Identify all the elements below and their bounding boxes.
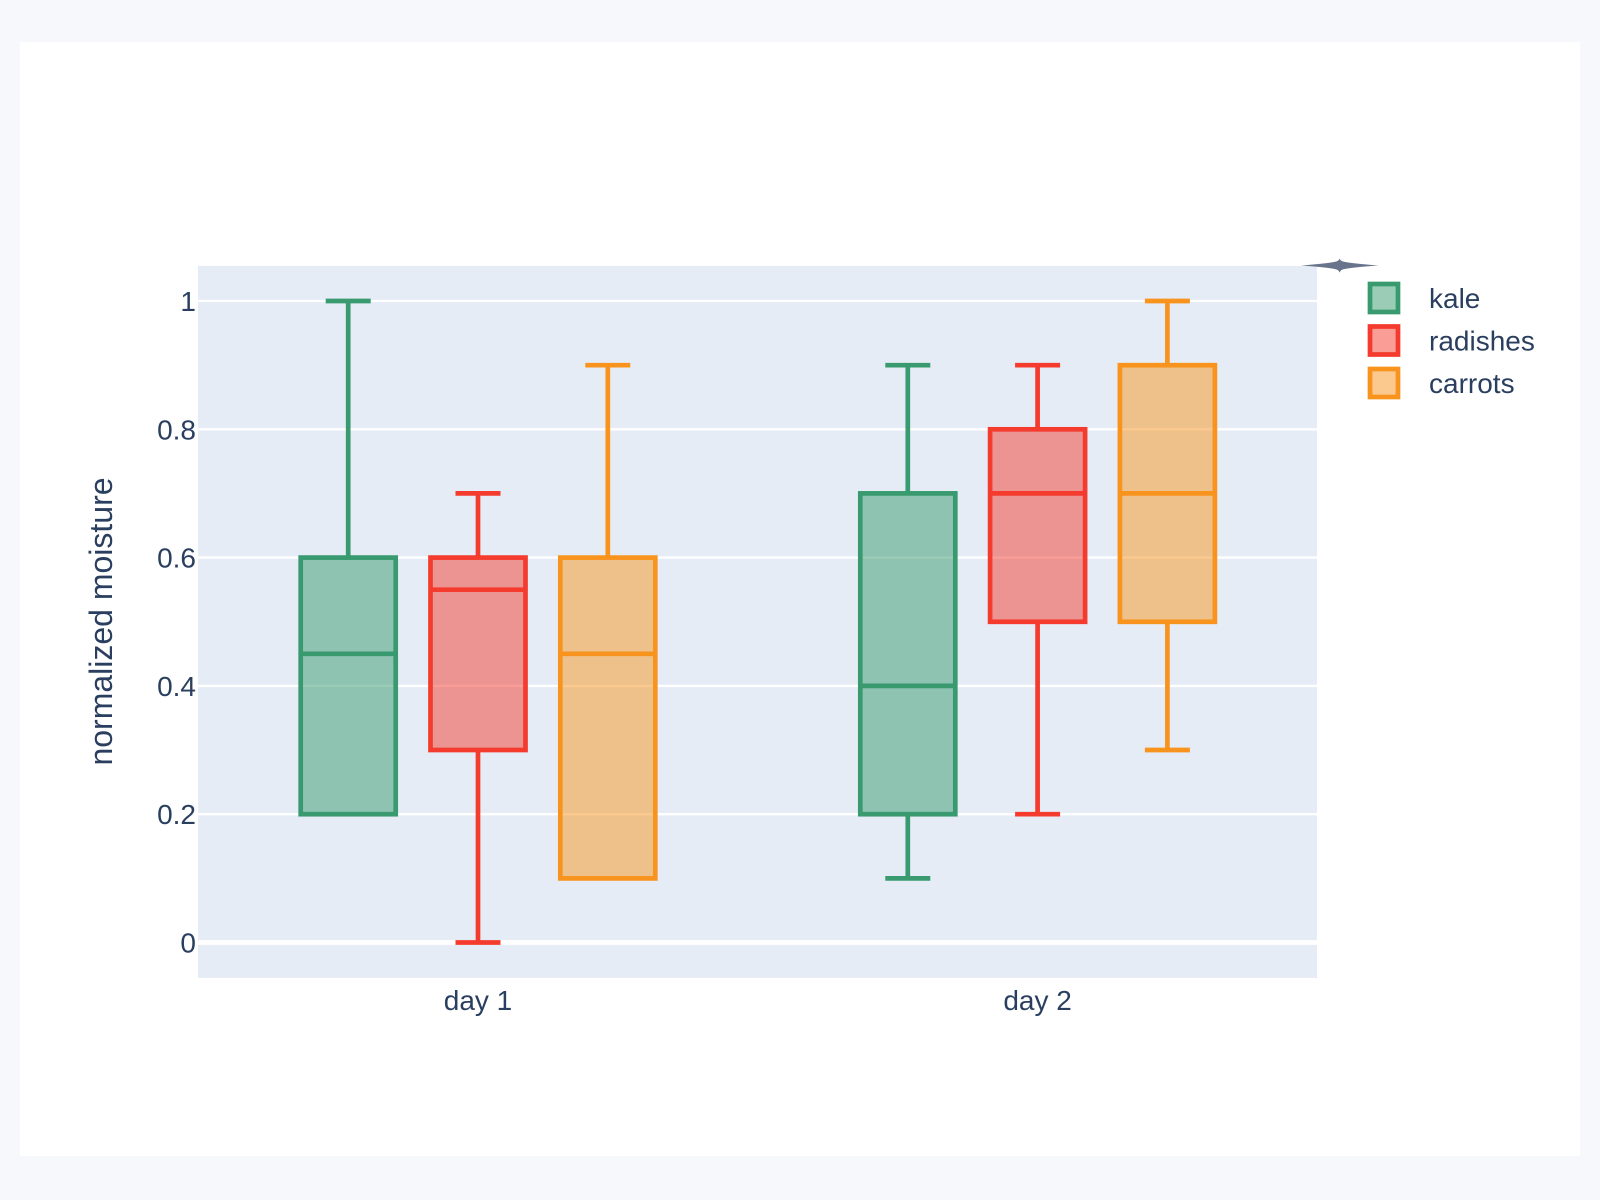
svg-text:kale: kale: [1429, 283, 1480, 314]
svg-text:0.8: 0.8: [157, 414, 196, 445]
svg-text:radishes: radishes: [1429, 326, 1535, 357]
svg-text:0: 0: [180, 928, 196, 959]
svg-text:carrots: carrots: [1429, 368, 1515, 399]
svg-text:0.6: 0.6: [157, 543, 196, 574]
svg-text:0.2: 0.2: [157, 799, 196, 830]
svg-text:0.4: 0.4: [157, 671, 196, 702]
svg-text:normalized moisture: normalized moisture: [83, 477, 119, 765]
svg-text:day 1: day 1: [444, 985, 513, 1016]
svg-text:day 2: day 2: [1003, 985, 1072, 1016]
svg-text:1: 1: [180, 286, 196, 317]
